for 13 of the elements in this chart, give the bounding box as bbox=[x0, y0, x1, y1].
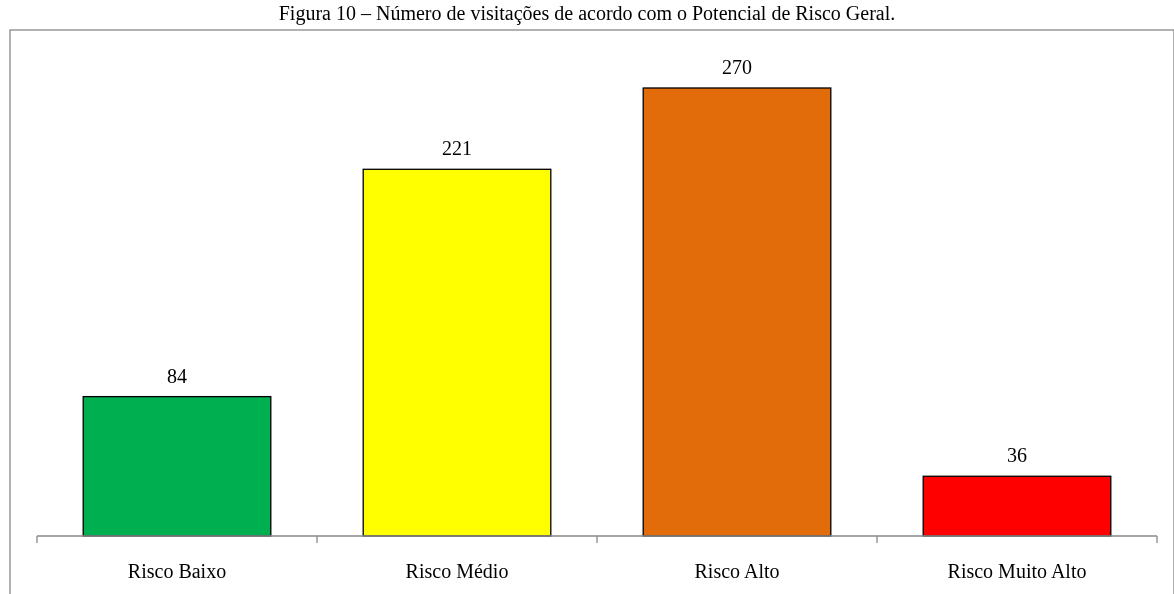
data-label: 221 bbox=[442, 137, 472, 160]
data-label: 36 bbox=[1007, 444, 1027, 467]
x-tick-label: Risco Baixo bbox=[127, 560, 227, 582]
bar bbox=[922, 475, 1112, 537]
chart-title: Figura 10 – Número de visitações de acordo com o Potencial de Risco Geral. bbox=[278, 2, 896, 25]
x-tick-label: Risco Muito Alto bbox=[947, 560, 1087, 582]
data-label: 270 bbox=[722, 56, 752, 78]
bar bbox=[82, 395, 272, 537]
bar bbox=[642, 87, 832, 537]
data-label: 84 bbox=[167, 364, 187, 387]
bar bbox=[362, 168, 552, 537]
x-tick-label: Risco Alto bbox=[694, 560, 780, 582]
x-tick-label: Risco Médio bbox=[405, 560, 509, 582]
